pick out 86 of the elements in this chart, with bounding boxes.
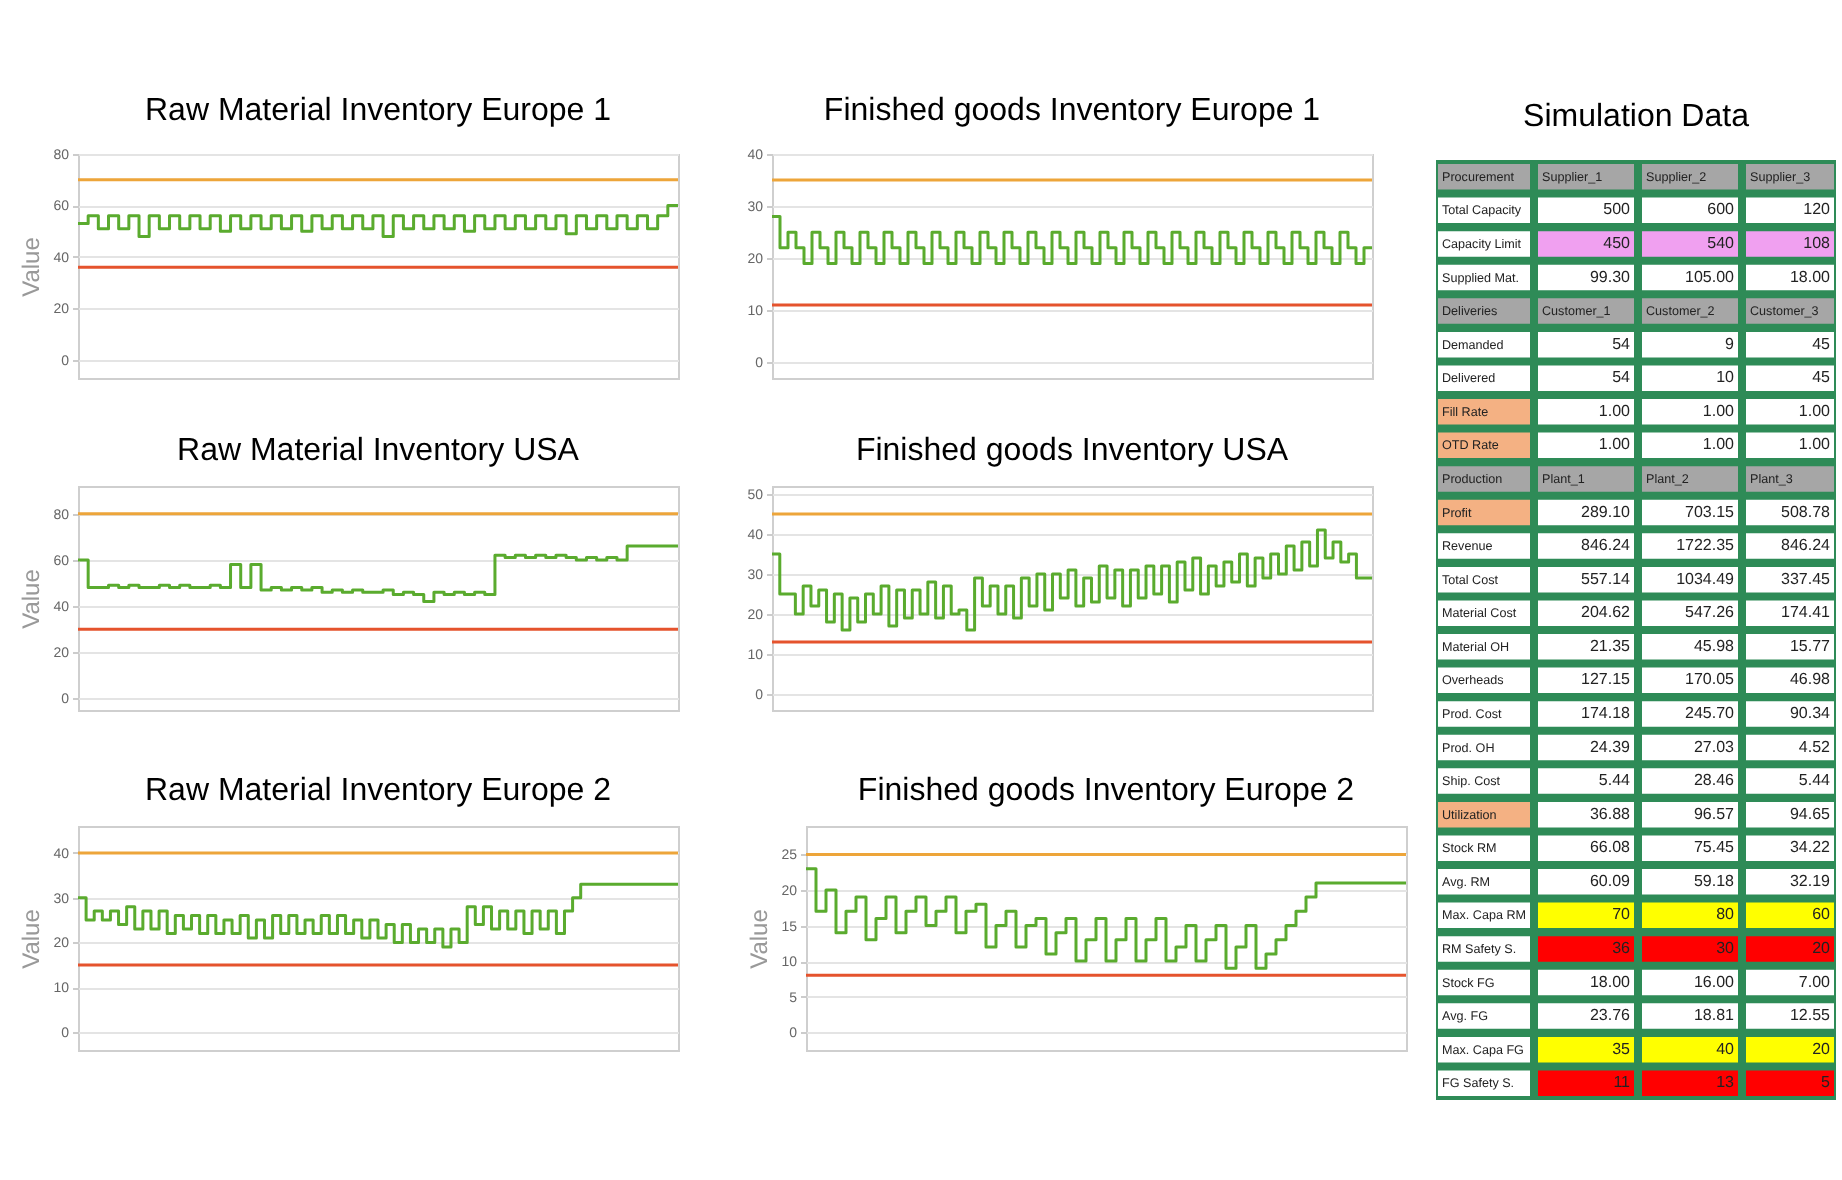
text: 557.14 <box>1581 569 1632 588</box>
text: 108 <box>1803 233 1832 252</box>
text: 1.00 <box>1798 401 1832 420</box>
text: 846.24 <box>1781 536 1832 555</box>
text: 40 <box>1716 1039 1736 1058</box>
text: 99.30 <box>1589 267 1632 286</box>
text: 13 <box>1716 1073 1736 1092</box>
text: 5.44 <box>1598 771 1632 790</box>
text: 1.00 <box>1702 401 1736 420</box>
text: 36.88 <box>1589 804 1632 823</box>
text: 174.18 <box>1581 703 1632 722</box>
text: 10 <box>1716 368 1736 387</box>
chart-title: Finished goods Inventory Europe 2 <box>857 774 1355 808</box>
text: 1.00 <box>1598 435 1632 454</box>
text: 1722.35 <box>1676 536 1736 555</box>
text: 80 <box>1716 905 1736 924</box>
text: 450 <box>1603 233 1632 252</box>
text: 1.00 <box>1598 401 1632 420</box>
text: 23.76 <box>1589 1006 1632 1025</box>
text: 70 <box>1612 905 1632 924</box>
text: 120 <box>1803 200 1832 219</box>
text: 174.41 <box>1781 603 1832 622</box>
text: 60.09 <box>1589 871 1632 890</box>
text: 170.05 <box>1685 670 1736 689</box>
chart-title: Raw Material Inventory Europe 2 <box>145 774 612 808</box>
text: 96.57 <box>1693 804 1736 823</box>
text: 59.18 <box>1693 871 1736 890</box>
chart-title: Finished goods Inventory USA <box>855 434 1289 468</box>
text: 9 <box>1725 334 1736 353</box>
text: 11 <box>1613 1073 1632 1092</box>
text: 12.55 <box>1789 1006 1832 1025</box>
text: 45 <box>1812 334 1832 353</box>
text: 703.15 <box>1685 502 1736 521</box>
text: 32.19 <box>1789 871 1832 890</box>
text: 4.52 <box>1798 737 1832 756</box>
text: 21.35 <box>1589 636 1632 655</box>
text: 20 <box>1812 1039 1832 1058</box>
text: 500 <box>1603 200 1632 219</box>
text: 127.15 <box>1581 670 1632 689</box>
chart-title: Finished goods Inventory Europe 1 <box>823 94 1321 128</box>
y-axis-title: Value <box>17 908 46 969</box>
text: 16.00 <box>1693 972 1736 991</box>
text: 60 <box>1812 905 1832 924</box>
text: 45.98 <box>1693 636 1736 655</box>
text: 35 <box>1612 1039 1632 1058</box>
y-axis-title: Value <box>745 908 774 969</box>
text: 289.10 <box>1581 502 1632 521</box>
text: 204.62 <box>1581 603 1632 622</box>
text: 27.03 <box>1693 737 1736 756</box>
text: 66.08 <box>1589 838 1632 857</box>
text: 5.44 <box>1798 771 1832 790</box>
text: 1.00 <box>1798 435 1832 454</box>
text: 54 <box>1612 334 1632 353</box>
text: 30 <box>1716 938 1736 957</box>
text: 18.00 <box>1789 267 1832 286</box>
text: 90.34 <box>1789 703 1832 722</box>
text: 75.45 <box>1693 838 1736 857</box>
text: 245.70 <box>1685 703 1736 722</box>
text: 18.00 <box>1589 972 1632 991</box>
y-axis-title: Value <box>17 568 46 629</box>
text: 15.77 <box>1789 636 1832 655</box>
text: Simulation Data <box>1523 100 1750 134</box>
text: 20 <box>1812 938 1832 957</box>
text: 547.26 <box>1685 603 1736 622</box>
text: 24.39 <box>1589 737 1632 756</box>
chart-title: Raw Material Inventory Europe 1 <box>145 94 612 128</box>
text: 46.98 <box>1789 670 1832 689</box>
text: 337.45 <box>1781 569 1832 588</box>
text: 28.46 <box>1693 771 1736 790</box>
text: 45 <box>1812 368 1832 387</box>
text: 508.78 <box>1781 502 1832 521</box>
text: 36 <box>1612 938 1632 957</box>
text: 600 <box>1707 200 1736 219</box>
text: 18.81 <box>1693 1006 1736 1025</box>
text: 105.00 <box>1685 267 1736 286</box>
text: 94.65 <box>1789 804 1832 823</box>
text: 7.00 <box>1798 972 1832 991</box>
text: 1034.49 <box>1676 569 1736 588</box>
text: 846.24 <box>1581 536 1632 555</box>
chart-title: Raw Material Inventory USA <box>177 434 580 468</box>
y-axis-title: Value <box>17 236 46 297</box>
text: 34.22 <box>1789 838 1832 857</box>
text: 5 <box>1821 1073 1832 1092</box>
text: 54 <box>1612 368 1632 387</box>
text: 1.00 <box>1702 435 1736 454</box>
text: 540 <box>1707 233 1736 252</box>
